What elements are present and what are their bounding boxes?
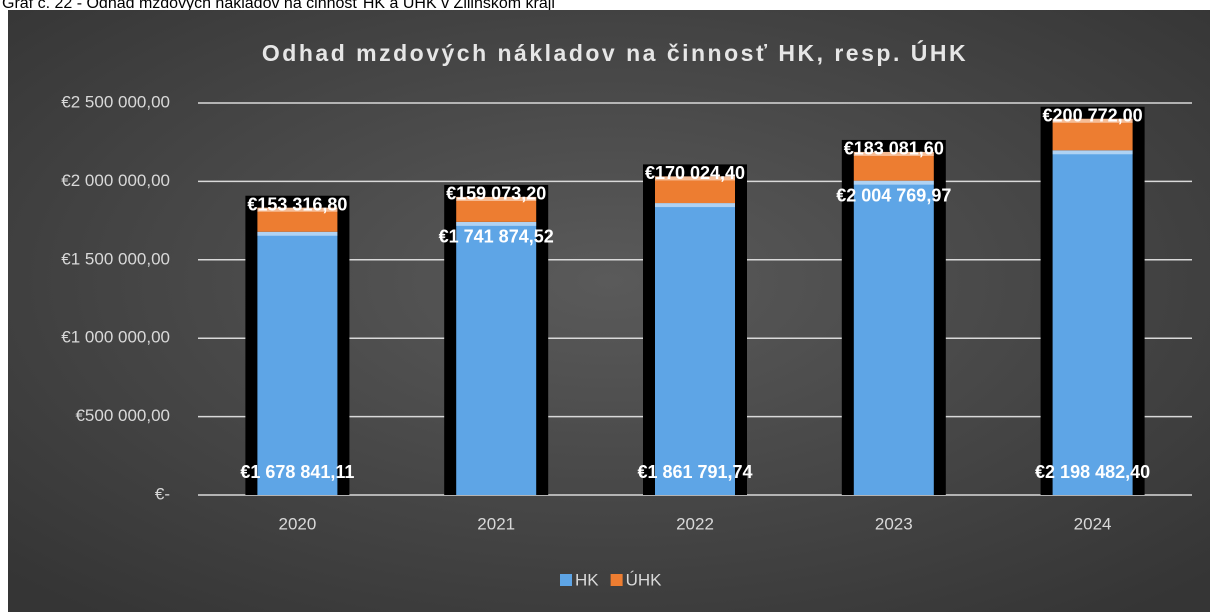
x-tick-label: 2023 — [875, 514, 913, 533]
bar-highlight — [1052, 118, 1133, 123]
data-label: €1 861 791,74 — [637, 462, 752, 482]
bar-highlight — [655, 203, 735, 208]
caption: Graf č. 22 - Odhad mzdových nákladov na … — [2, 0, 555, 12]
bar-highlight — [1052, 150, 1133, 155]
y-tick-label: €1 500 000,00 — [61, 249, 170, 268]
bar-segment — [257, 231, 338, 495]
data-label: €1 741 874,52 — [439, 227, 554, 247]
bar-segment — [1052, 150, 1133, 495]
y-tick-label: €500 000,00 — [75, 406, 170, 425]
bar-segment — [655, 176, 735, 204]
data-label: €153 316,80 — [247, 194, 347, 214]
bar-highlight — [257, 207, 338, 212]
bar-segment — [655, 203, 735, 496]
legend-marker — [560, 574, 572, 586]
bar-segment — [853, 180, 934, 495]
x-tick-label: 2020 — [278, 514, 316, 533]
bar-segment — [1052, 118, 1133, 151]
x-tick-label: 2021 — [477, 514, 515, 533]
bar-highlight — [456, 196, 537, 201]
y-tick-label: €- — [155, 484, 170, 503]
x-tick-label: 2024 — [1074, 514, 1112, 533]
y-tick-label: €2 500 000,00 — [61, 92, 170, 111]
chart-title: Odhad mzdových nákladov na činnosť HK, r… — [262, 39, 968, 66]
data-label: €2 198 482,40 — [1035, 462, 1150, 482]
data-label: €183 081,60 — [844, 139, 944, 159]
bar-segment — [257, 207, 338, 232]
bar-highlight — [853, 180, 934, 185]
legend-label: HK — [575, 570, 599, 589]
data-label: €2 004 769,97 — [836, 185, 951, 205]
legend-label: ÚHK — [626, 570, 663, 589]
y-tick-label: €1 000 000,00 — [61, 328, 170, 347]
data-label: €159 073,20 — [446, 184, 546, 204]
bar-segment — [456, 196, 537, 222]
bar-highlight — [853, 151, 934, 156]
x-tick-label: 2022 — [676, 514, 714, 533]
bar-segment — [456, 221, 537, 495]
chart-background — [8, 10, 1210, 612]
bar-highlight — [257, 231, 338, 236]
bar-highlight — [655, 176, 735, 181]
data-label: €170 024,40 — [645, 163, 745, 183]
data-label: €200 772,00 — [1043, 106, 1143, 126]
legend-marker — [610, 574, 623, 586]
data-label: €1 678 841,11 — [240, 462, 354, 482]
y-tick-label: €2 000 000,00 — [61, 171, 170, 190]
bar-highlight — [456, 221, 537, 226]
bar-segment — [853, 151, 934, 181]
